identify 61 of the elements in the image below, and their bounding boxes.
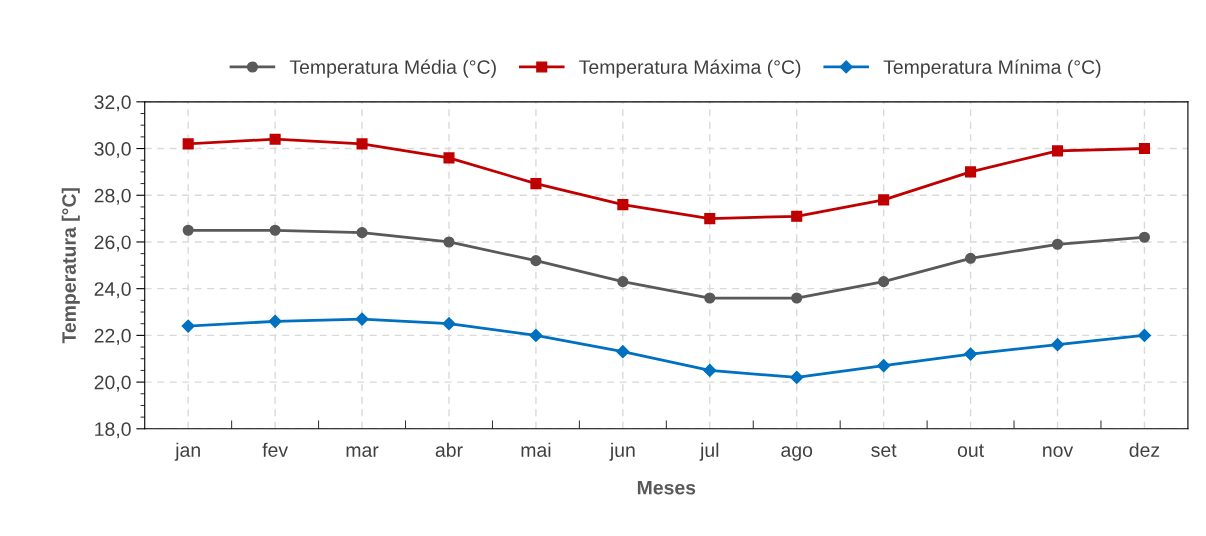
point — [269, 224, 281, 236]
point — [356, 227, 368, 239]
point — [1138, 231, 1151, 243]
x-tick-label: mar — [346, 446, 379, 457]
y-tick-label: 20,0 — [94, 375, 131, 392]
point — [182, 224, 194, 236]
x-tick-label: jan — [174, 442, 200, 461]
point — [530, 178, 542, 190]
y-tick-label: 18,0 — [95, 422, 131, 439]
x-tick-label: dez — [1129, 442, 1160, 457]
x-tick-label: set — [871, 444, 897, 457]
point — [704, 292, 716, 304]
y-tick-label: 22,0 — [94, 328, 131, 345]
point — [269, 133, 281, 145]
point — [181, 319, 195, 333]
x-tick-label: ago — [781, 446, 813, 461]
x-tick-label: jul — [699, 442, 719, 461]
y-tick-label: 30,0 — [94, 142, 131, 159]
point — [443, 152, 455, 164]
point — [1050, 338, 1065, 352]
legend-label: Temperatura Mínima (°C) — [883, 59, 1101, 78]
x-tick-label: out — [957, 444, 984, 457]
point — [443, 236, 455, 248]
x-tick-label: abr — [435, 442, 463, 457]
point — [182, 138, 194, 150]
point — [442, 317, 456, 331]
point — [268, 314, 282, 328]
point — [355, 312, 369, 326]
legend-label: Temperatura Máxima (°C) — [579, 59, 801, 78]
point — [878, 194, 890, 206]
point — [790, 370, 804, 385]
x-tick-label: fev — [262, 442, 289, 457]
point — [1051, 238, 1064, 250]
point — [617, 276, 629, 288]
y-tick-label: 24,0 — [94, 282, 131, 299]
point — [530, 255, 542, 267]
point — [791, 210, 803, 222]
point — [356, 138, 368, 150]
point — [965, 252, 977, 264]
point — [1137, 328, 1152, 342]
legend-label: Temperatura Média (°C) — [289, 59, 496, 78]
point — [616, 345, 630, 359]
y-tick-label: 26,0 — [94, 235, 131, 252]
point — [791, 292, 803, 304]
point — [963, 347, 978, 361]
point — [965, 166, 977, 178]
x-tick-label: nov — [1043, 446, 1074, 457]
y-tick-label: 28,0 — [94, 188, 131, 205]
point — [878, 276, 890, 288]
point — [529, 328, 543, 342]
x-tick-label: jun — [609, 442, 635, 461]
point — [1138, 142, 1151, 155]
x-axis-title: Meses — [637, 480, 696, 495]
point — [877, 359, 891, 373]
point — [1051, 145, 1064, 157]
x-tick-label: mai — [521, 442, 551, 457]
y-tick-label: 32,0 — [94, 95, 131, 112]
y-axis-title: Temperatura [°C] — [61, 188, 80, 344]
point — [704, 213, 716, 225]
point — [617, 199, 629, 211]
point — [703, 363, 717, 378]
